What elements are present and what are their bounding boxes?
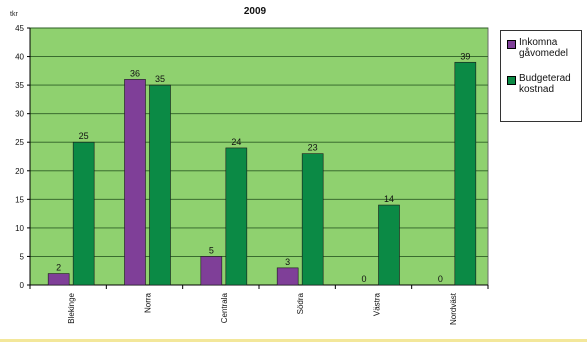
y-tick-label: 5 [20, 252, 25, 261]
x-category-label: Norra [144, 292, 153, 313]
chart-title: 2009 [244, 6, 267, 17]
data-label: 23 [308, 143, 318, 153]
legend-label-budgeterad: Budgeterad kostnad [519, 73, 571, 95]
y-tick-label: 15 [15, 195, 24, 204]
data-label: 3 [285, 257, 290, 267]
legend-swatch-inkomna [507, 40, 516, 49]
y-tick-label: 10 [15, 224, 24, 233]
x-category-label: Blekinge [67, 292, 76, 323]
legend-item-budgeterad: Budgeterad kostnad [507, 73, 577, 95]
y-tick-label: 30 [15, 110, 24, 119]
legend: Inkomna gåvomedel Budgeterad kostnad [500, 30, 582, 122]
y-axis-unit: tkr [10, 11, 18, 18]
y-tick-label: 0 [20, 281, 25, 290]
bar-inkomna [47, 273, 70, 286]
x-category-label: Västra [373, 292, 382, 316]
legend-label-inkomna: Inkomna gåvomedel [519, 37, 568, 59]
bar-budgeterad [149, 84, 171, 286]
data-label: 35 [155, 74, 165, 84]
x-category-label: Södra [296, 292, 305, 314]
bar-budgeterad [454, 61, 477, 286]
y-tick-label: 35 [15, 81, 24, 90]
bar-budgeterad [301, 153, 324, 286]
bar-inkomna [276, 267, 299, 286]
bar-inkomna [124, 79, 146, 286]
x-category-label: Centrala [220, 292, 229, 323]
plot-area: 051015202530354045225Blekinge3635Norra52… [15, 24, 489, 325]
bar-budgeterad [72, 141, 95, 286]
bottom-divider [0, 339, 587, 342]
bar-inkomna [200, 256, 223, 286]
data-label: 36 [130, 68, 140, 78]
data-label: 5 [209, 245, 214, 255]
data-label: 14 [384, 194, 394, 204]
data-label: 2 [56, 263, 61, 273]
y-tick-label: 45 [15, 24, 24, 33]
legend-swatch-budgeterad [507, 76, 516, 85]
data-label: 39 [460, 51, 470, 61]
data-label: 0 [361, 274, 366, 284]
bar-budgeterad [225, 147, 248, 286]
plot-background [29, 27, 489, 286]
data-label: 0 [438, 274, 443, 284]
legend-item-inkomna: Inkomna gåvomedel [507, 37, 577, 59]
y-tick-label: 40 [15, 53, 24, 62]
bar-budgeterad [378, 204, 400, 286]
data-label: 25 [79, 131, 89, 141]
y-tick-label: 25 [15, 138, 24, 147]
y-tick-label: 20 [15, 167, 24, 176]
x-category-label: Nordväst [449, 292, 458, 325]
data-label: 24 [231, 137, 241, 147]
